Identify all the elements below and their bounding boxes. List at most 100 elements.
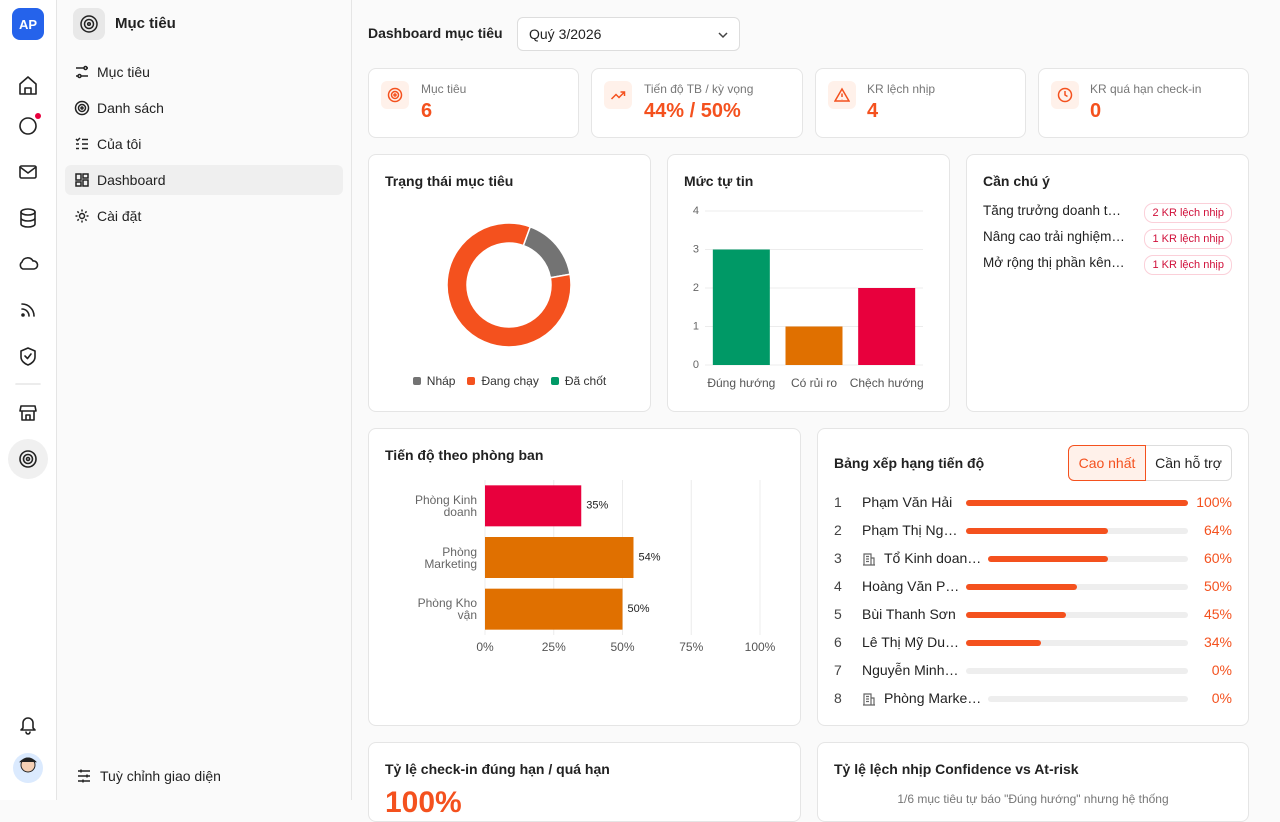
stat-value: 0 <box>1090 100 1102 122</box>
home-icon[interactable] <box>19 76 37 95</box>
progress-label: 100% <box>1196 494 1232 510</box>
rank-name: Tổ Kinh doan… <box>884 550 982 566</box>
bar <box>712 249 770 365</box>
legend-label: Đang chạy <box>481 374 539 388</box>
y-tick-label: Phòng Marketing <box>424 544 477 571</box>
module-icon-glyph <box>80 15 98 33</box>
x-tick-label: Đúng hướng <box>707 376 775 390</box>
progress-label: 0% <box>1211 662 1232 678</box>
nav-icon <box>76 65 88 79</box>
period-value: Quý 3/2026 <box>529 26 602 42</box>
value-label: 50% <box>628 603 650 615</box>
confidence-card <box>667 154 950 412</box>
card-title: Bảng xếp hạng tiến độ <box>834 455 985 471</box>
legend-item: Đã chốt <box>550 374 606 388</box>
rank-name: Nguyễn Minh… <box>862 662 959 678</box>
progress-track <box>966 640 1188 646</box>
progress-bar <box>966 584 1077 590</box>
chevron-down <box>718 32 728 39</box>
rank-name: Lê Thị Mỹ Du… <box>862 634 959 650</box>
target-icon[interactable] <box>19 450 37 468</box>
status-card <box>368 154 651 412</box>
stat-label: KR quá hạn check-in <box>1090 82 1202 96</box>
bar <box>485 485 582 527</box>
nav-item[interactable]: Của tôi <box>65 129 343 159</box>
progress-label: 50% <box>1203 578 1232 594</box>
rail-icons[interactable] <box>0 60 56 800</box>
stat-label: Tiến độ TB / kỳ vọng <box>644 82 754 96</box>
stat-value: 4 <box>867 100 879 122</box>
rank-name: Bùi Thanh Sơn <box>862 606 956 622</box>
tab[interactable]: Cần hỗ trợ <box>1146 445 1232 481</box>
mail-icon[interactable] <box>19 165 37 179</box>
stat-label: KR lệch nhịp <box>867 82 936 96</box>
value-label: 54% <box>639 551 661 563</box>
period-select[interactable]: Quý 3/2026 <box>517 17 740 51</box>
y-tick-label: 1 <box>693 320 699 332</box>
nav-label: Của tôi <box>97 136 142 152</box>
stat-icon <box>604 81 632 109</box>
card-title: Trạng thái mục tiêu <box>385 173 514 189</box>
tab-active[interactable]: Cao nhất <box>1068 445 1146 481</box>
legend-item: Đang chạy <box>467 374 539 388</box>
progress-track <box>988 696 1188 702</box>
progress-label: 0% <box>1211 690 1232 706</box>
card-title: Mức tự tin <box>684 173 754 189</box>
progress-label: 34% <box>1203 634 1232 650</box>
notification-dot <box>35 113 41 119</box>
active-rail-bg <box>8 439 48 479</box>
mail-icon-flap <box>19 166 37 174</box>
card-title: Cần chú ý <box>983 173 1050 189</box>
donut-slice <box>522 225 571 279</box>
legend-swatch <box>467 377 476 385</box>
target-icon-center <box>25 456 31 462</box>
legend-label: Nháp <box>426 374 456 388</box>
charts-layer: 0 1 2 3 4 Đúng hướng Có rủi ro Chệch hướng 0% 25%… <box>446 205 924 654</box>
stat-label: Mục tiêu <box>421 82 467 96</box>
nav-item[interactable]: Cài đặt <box>65 201 343 231</box>
cloud-icon[interactable] <box>19 257 39 270</box>
avatar-hair <box>19 757 37 763</box>
nav-icon <box>75 137 88 150</box>
rank-number: 8 <box>834 690 842 706</box>
nav-item[interactable]: Mục tiêu <box>65 57 343 87</box>
shield-icon[interactable] <box>20 347 36 366</box>
rank-number: 6 <box>834 634 842 650</box>
nav-label: Mục tiêu <box>97 64 150 80</box>
legend-item: Nháp <box>412 374 456 388</box>
icon-rail: AP <box>0 0 57 800</box>
legend-swatch <box>550 377 559 385</box>
progress-label: 45% <box>1203 606 1232 622</box>
feed-icon[interactable] <box>21 303 35 317</box>
customize-link[interactable]: Tuỳ chỉnh giao diện <box>100 768 221 784</box>
nav-item-active[interactable]: Dashboard <box>65 165 343 195</box>
attention-badge: 1 KR lệch nhịp <box>1144 229 1232 249</box>
rank-name: Phạm Thị Ng… <box>862 522 958 538</box>
card-title: Tiến độ theo phòng ban <box>385 447 544 463</box>
rank-number: 3 <box>834 550 842 566</box>
nav-label: Cài đặt <box>97 208 142 224</box>
store-icon[interactable] <box>19 405 37 421</box>
app-logo[interactable]: AP <box>12 8 44 40</box>
customize-icon[interactable] <box>76 768 92 789</box>
rank-name: Phòng Marke… <box>884 690 982 706</box>
x-tick-label: 100% <box>745 640 776 654</box>
value-label: 35% <box>586 500 608 512</box>
rank-number: 1 <box>834 494 842 510</box>
y-tick-label: 0 <box>693 359 699 371</box>
team-icon-glyph <box>863 693 875 706</box>
bar <box>785 326 843 365</box>
rank-number: 7 <box>834 662 842 678</box>
page-title: Dashboard mục tiêu <box>368 25 503 41</box>
page-root: Dashboard { "app": {"logo": "AP"}, "side… <box>0 0 1249 822</box>
nav-item[interactable]: Danh sách <box>65 93 343 123</box>
progress-track <box>966 584 1188 590</box>
chat-icon[interactable] <box>19 117 37 135</box>
stat-icon <box>1051 81 1079 109</box>
nav-label: Danh sách <box>97 100 164 116</box>
progress-bar <box>966 500 1188 506</box>
attention-badge: 1 KR lệch nhịp <box>1144 255 1232 275</box>
bell-icon[interactable] <box>20 717 36 735</box>
stat-icon <box>828 81 856 109</box>
module-title: Mục tiêu <box>115 15 176 32</box>
